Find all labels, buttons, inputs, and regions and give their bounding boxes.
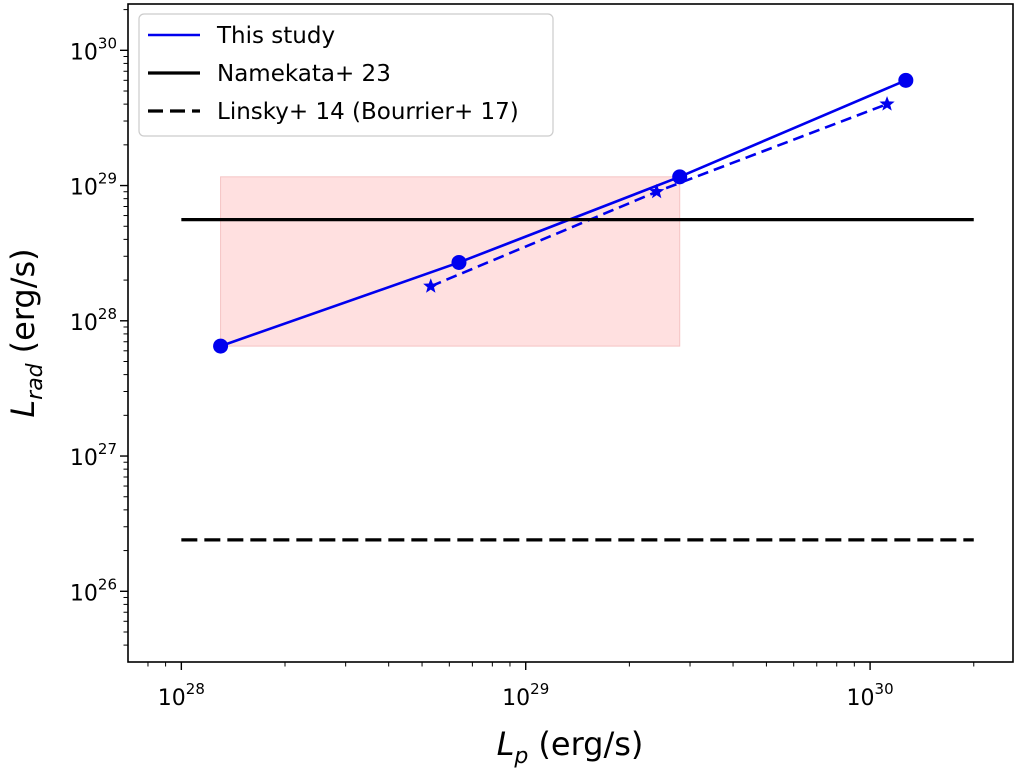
x-tick-label: 1029: [502, 680, 549, 711]
legend-label-this-study: This study: [216, 23, 335, 49]
data-point: [898, 72, 914, 88]
y-tick-label: 1029: [70, 170, 117, 201]
legend-label-linsky-14-bourrier-17: Linsky+ 14 (Bourrier+ 17): [217, 99, 519, 125]
y-axis-label: Lrad(erg/s): [4, 248, 48, 417]
plot-frame: [127, 3, 1014, 663]
legend: This study Namekata+ 23 Linsky+ 14 (Bourri…: [138, 13, 554, 137]
y-tick-label: 1026: [70, 575, 117, 606]
y-tick-label: 1028: [70, 305, 117, 336]
data-point: [451, 254, 467, 270]
data-point: [213, 338, 229, 354]
x-tick-label: 1028: [158, 680, 205, 711]
legend-label-namekata-23: Namekata+ 23: [217, 61, 391, 87]
data-point-star: [423, 278, 439, 293]
y-tick-label: 1030: [70, 34, 117, 65]
data-point-star: [649, 183, 665, 199]
legend-box: [138, 13, 554, 137]
data-point-star: [879, 96, 895, 111]
x-axis-label: Lp (erg/s): [497, 725, 644, 769]
x-tick-label: 1030: [847, 680, 894, 711]
y-tick-label: 1027: [70, 440, 117, 471]
